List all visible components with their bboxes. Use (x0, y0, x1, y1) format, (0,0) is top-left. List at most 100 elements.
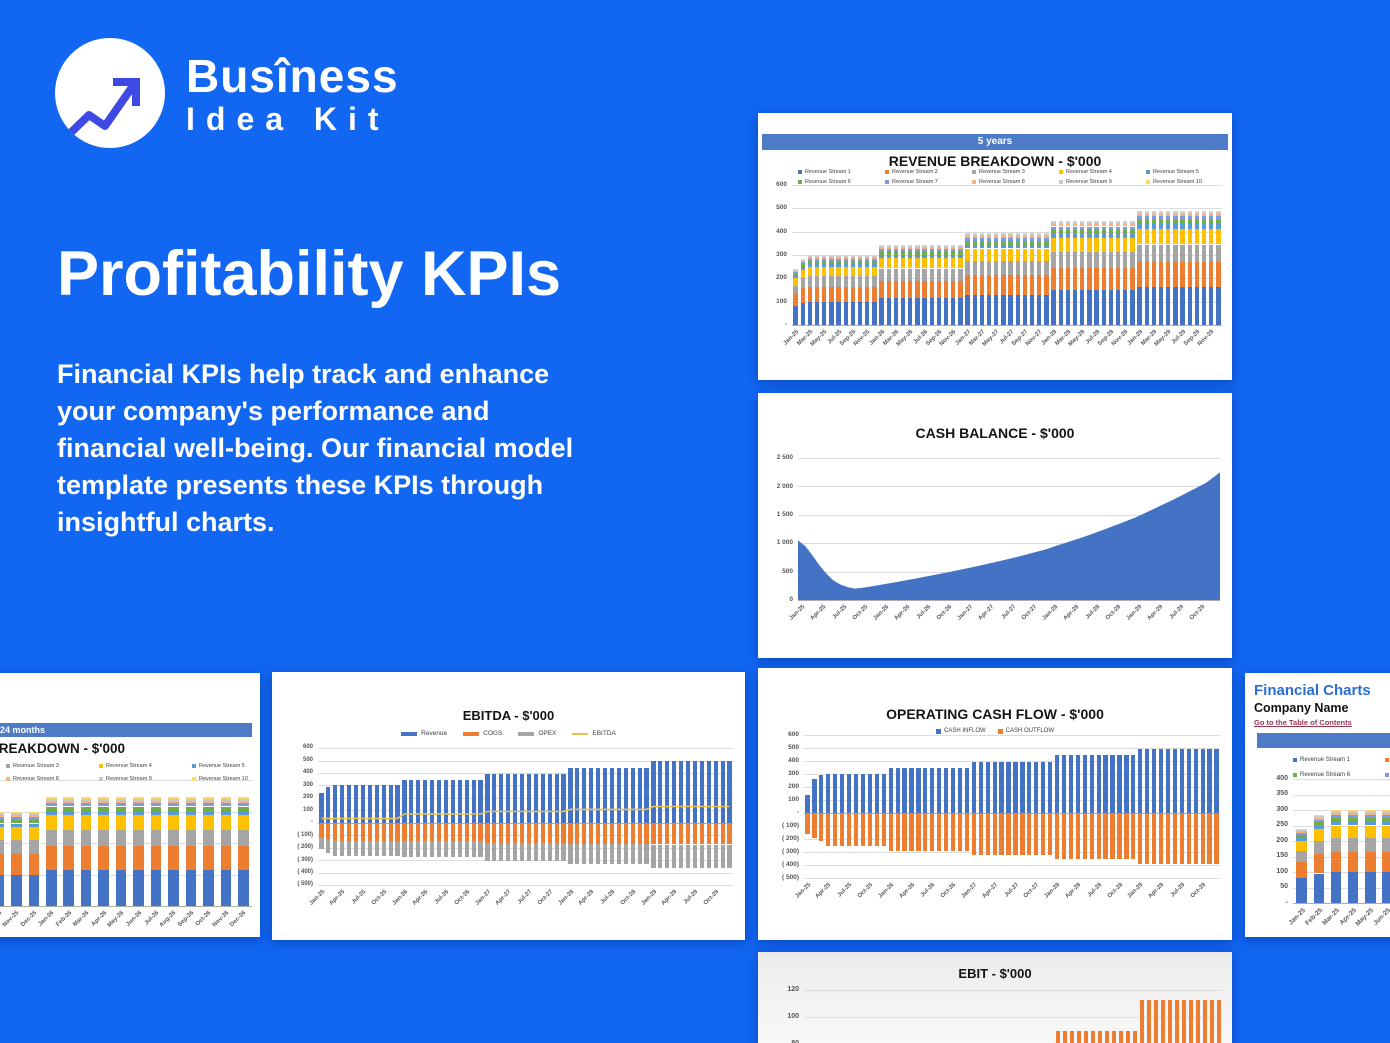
bar-segment (1058, 238, 1063, 252)
bar-segment (1044, 294, 1049, 325)
bar-segment (1209, 229, 1214, 245)
bar-segment (936, 247, 942, 249)
bar-segment (651, 822, 656, 845)
bar-segment (185, 810, 197, 816)
x-axis-label: Jan-26 (872, 604, 891, 622)
bar-segment (115, 806, 127, 811)
bar-segment (238, 800, 249, 804)
bar-segment (986, 232, 992, 235)
bar-segment (1180, 213, 1185, 217)
cash-balance-area-series (798, 472, 1220, 600)
bar-segment (1001, 238, 1006, 241)
bar-segment (554, 773, 559, 823)
bar-segment (644, 767, 649, 823)
bar-segment (150, 810, 162, 816)
bar-segment (1029, 274, 1035, 295)
bar-segment (513, 842, 518, 861)
bar-segment (853, 774, 859, 813)
bar-segment (872, 259, 877, 262)
bar-segment (965, 248, 970, 261)
legend-item: CASH INFLOW (935, 728, 986, 734)
bar-segment (395, 822, 400, 841)
grid-line (804, 852, 1220, 853)
bar-segment (582, 843, 587, 865)
grid-line (1293, 810, 1390, 811)
bar-segment (800, 260, 805, 263)
bar-segment (951, 257, 956, 269)
bar-segment (133, 803, 144, 807)
bar-segment (28, 811, 39, 813)
table-of-contents-link[interactable]: Go to the Table of Contents (1254, 718, 1352, 727)
x-axis-label: Jul-27 (516, 889, 534, 906)
bar-segment (922, 268, 927, 281)
bar-segment (965, 260, 970, 275)
grid-line (798, 486, 1220, 488)
bar-segment (814, 261, 820, 264)
legend-item: Revenue Stream 3 (6, 763, 59, 769)
bar-segment (1130, 233, 1135, 238)
bar-segment (1130, 267, 1135, 290)
bar-segment (886, 254, 891, 258)
bar-segment (840, 774, 845, 813)
bar-segment (409, 822, 414, 842)
bar-segment (727, 844, 732, 869)
bar-segment (115, 797, 127, 799)
x-axis-label: Jul-25 (831, 604, 848, 621)
bar-segment (360, 785, 366, 823)
bar-segment (1034, 813, 1039, 855)
bar-segment (133, 810, 144, 816)
bar-segment (793, 270, 798, 273)
bar-segment (1151, 213, 1157, 217)
bar-segment (908, 247, 913, 249)
bar-segment (1365, 818, 1376, 822)
bar-segment (1165, 749, 1171, 813)
bar-segment (888, 813, 893, 852)
bar-segment (416, 822, 421, 842)
bar-segment (1151, 210, 1157, 212)
bar-segment (443, 841, 449, 857)
legend-swatch (1059, 180, 1063, 184)
bar-segment (1001, 274, 1006, 295)
bar-segment (922, 247, 927, 249)
bar-segment (1382, 872, 1390, 903)
grid-line (318, 822, 733, 824)
bar-segment (485, 822, 490, 843)
y-axis-label: ( 400) (297, 868, 313, 875)
bar-segment (1115, 224, 1121, 227)
bar-segment (1094, 238, 1099, 252)
bar-segment (506, 773, 511, 823)
bar-segment (464, 779, 469, 823)
bar-segment (713, 761, 718, 823)
bar-segment (1365, 851, 1376, 872)
bar-segment (115, 803, 127, 807)
bar-segment (98, 815, 109, 830)
bar-segment (1008, 294, 1013, 325)
bar-segment (1138, 813, 1143, 864)
bar-segment (936, 254, 942, 258)
bar-segment (1382, 813, 1390, 816)
bar-segment (1187, 262, 1192, 287)
bar-segment (46, 829, 57, 847)
bar-segment (1216, 224, 1221, 230)
bar-segment (853, 813, 859, 847)
bar-segment (238, 869, 249, 906)
bar-segment (63, 803, 74, 807)
bar-segment (115, 810, 127, 816)
bar-segment (1158, 216, 1164, 220)
bar-segment (185, 869, 197, 906)
bar-segment (1058, 229, 1063, 234)
bar-segment (872, 255, 877, 256)
bar-segment (1188, 999, 1193, 1043)
bar-segment (1054, 755, 1060, 813)
bar-segment (1158, 749, 1164, 813)
bar-segment (98, 869, 109, 906)
grid-line (1293, 872, 1390, 873)
x-axis-label: Jan-25 (1287, 907, 1307, 927)
bar-segment (1080, 233, 1085, 238)
legend-item: Revenue Stream 1 (798, 169, 851, 175)
bar-segment (150, 869, 162, 906)
bar-segment (836, 261, 841, 264)
bar-segment (589, 843, 594, 865)
bar-segment (1131, 813, 1136, 860)
bar-segment (1173, 213, 1178, 217)
